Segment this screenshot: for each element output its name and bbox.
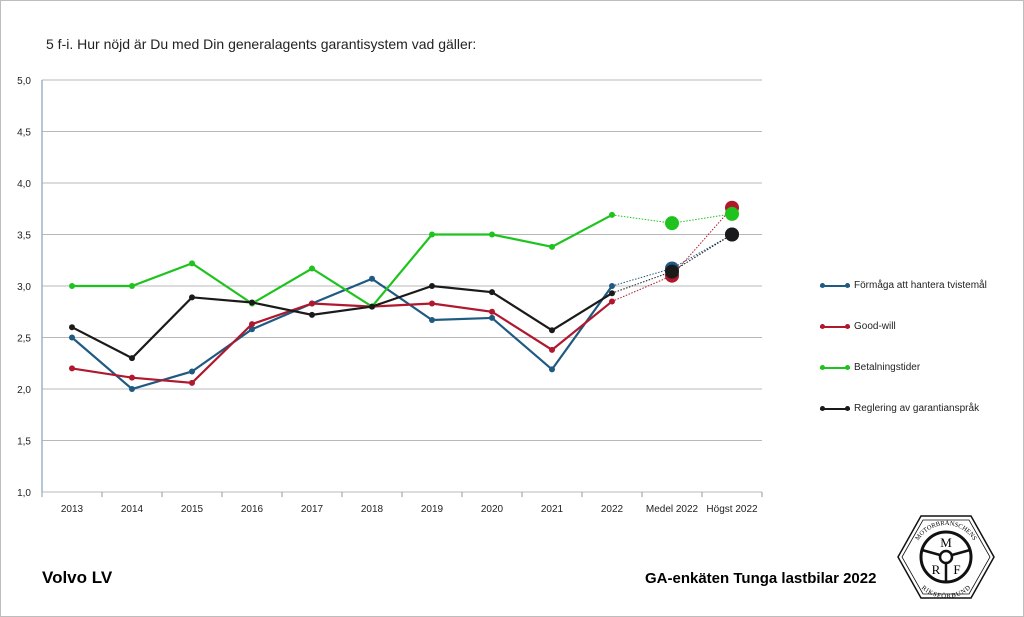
x-tick-label: Högst 2022 xyxy=(706,504,758,515)
x-tick-label: 2015 xyxy=(181,504,204,515)
mrf-logo: M R F MOTORBRANSCHENS RIKSFÖRBUND xyxy=(897,515,995,600)
x-tick-label: 2022 xyxy=(601,504,624,515)
data-point xyxy=(129,283,135,289)
data-point xyxy=(189,379,195,386)
x-tick-label: 2016 xyxy=(241,504,264,515)
data-point xyxy=(665,216,679,231)
data-point xyxy=(69,283,75,289)
data-point xyxy=(429,231,435,238)
x-tick-label: 2014 xyxy=(121,504,144,515)
legend-swatch xyxy=(820,282,850,290)
data-point xyxy=(549,243,555,250)
legend-swatch xyxy=(820,405,850,413)
legend-item: Reglering av garantianspråk xyxy=(820,403,979,414)
y-tick-label: 2,0 xyxy=(17,385,31,396)
legend-item: Good-will xyxy=(820,321,896,332)
data-point xyxy=(549,346,555,353)
data-point xyxy=(189,260,195,267)
x-tick-label: 2020 xyxy=(481,504,504,515)
x-tick-label: 2021 xyxy=(541,504,564,515)
series-line xyxy=(72,213,613,309)
data-point xyxy=(129,386,135,392)
series-line xyxy=(71,277,613,391)
data-point xyxy=(189,294,195,301)
data-point xyxy=(549,366,555,373)
x-tick-label: 2017 xyxy=(301,504,324,515)
data-point xyxy=(309,300,315,307)
data-point xyxy=(69,324,75,331)
y-tick-label: 4,5 xyxy=(17,128,31,139)
data-point xyxy=(249,299,255,306)
data-point xyxy=(309,265,315,272)
data-point xyxy=(609,283,615,289)
data-point xyxy=(609,298,615,305)
x-tick-label: 2018 xyxy=(361,504,384,515)
legend-label: Betalningstider xyxy=(854,362,921,373)
svg-text:F: F xyxy=(953,562,960,577)
data-point xyxy=(725,227,739,242)
data-point xyxy=(665,264,679,279)
data-point xyxy=(369,275,375,282)
svg-text:R: R xyxy=(932,562,941,577)
x-tick-label: Medel 2022 xyxy=(646,504,699,515)
legend-item: Betalningstider xyxy=(820,362,920,373)
y-tick-label: 5,0 xyxy=(17,76,31,87)
legend-label: Förmåga att hantera tvistemål xyxy=(854,280,987,291)
legend-swatch xyxy=(820,323,850,331)
legend-item: Förmåga att hantera tvistemål xyxy=(820,280,987,291)
data-point xyxy=(249,326,255,333)
data-point xyxy=(69,334,75,341)
data-point xyxy=(429,316,435,323)
data-point xyxy=(609,290,615,297)
series-line xyxy=(71,300,613,384)
data-point xyxy=(489,314,495,321)
data-point xyxy=(189,368,195,375)
data-point xyxy=(129,355,135,362)
x-tick-label: 2019 xyxy=(421,504,444,515)
y-tick-label: 3,0 xyxy=(17,282,31,293)
data-point xyxy=(129,374,135,381)
data-point xyxy=(429,283,435,289)
chart-title: 5 f-i. Hur nöjd är Du med Din generalage… xyxy=(46,36,477,52)
y-tick-label: 1,5 xyxy=(17,437,31,448)
data-point xyxy=(489,308,495,315)
svg-text:M: M xyxy=(940,535,952,550)
data-point xyxy=(609,211,615,218)
data-point xyxy=(249,321,255,328)
legend-swatch xyxy=(820,364,850,372)
data-point xyxy=(725,206,739,221)
x-tick-label: 2013 xyxy=(61,504,84,515)
y-tick-label: 2,5 xyxy=(17,334,31,345)
y-tick-label: 1,0 xyxy=(17,488,31,499)
legend-label: Reglering av garantianspråk xyxy=(854,403,980,414)
legend-label: Good-will xyxy=(854,321,896,332)
data-point xyxy=(489,289,495,296)
data-point xyxy=(489,231,495,238)
series-dotted-line xyxy=(611,234,733,287)
series-line xyxy=(71,284,613,360)
survey-label: GA-enkäten Tunga lastbilar 2022 xyxy=(645,570,877,587)
brand-label: Volvo LV xyxy=(42,568,113,587)
data-point xyxy=(309,311,315,318)
data-point xyxy=(429,300,435,307)
data-point xyxy=(369,303,375,310)
data-point xyxy=(549,327,555,334)
y-tick-label: 4,0 xyxy=(17,179,31,190)
series-dotted-line xyxy=(611,207,733,302)
y-tick-label: 3,5 xyxy=(17,231,31,242)
data-point xyxy=(69,365,75,372)
